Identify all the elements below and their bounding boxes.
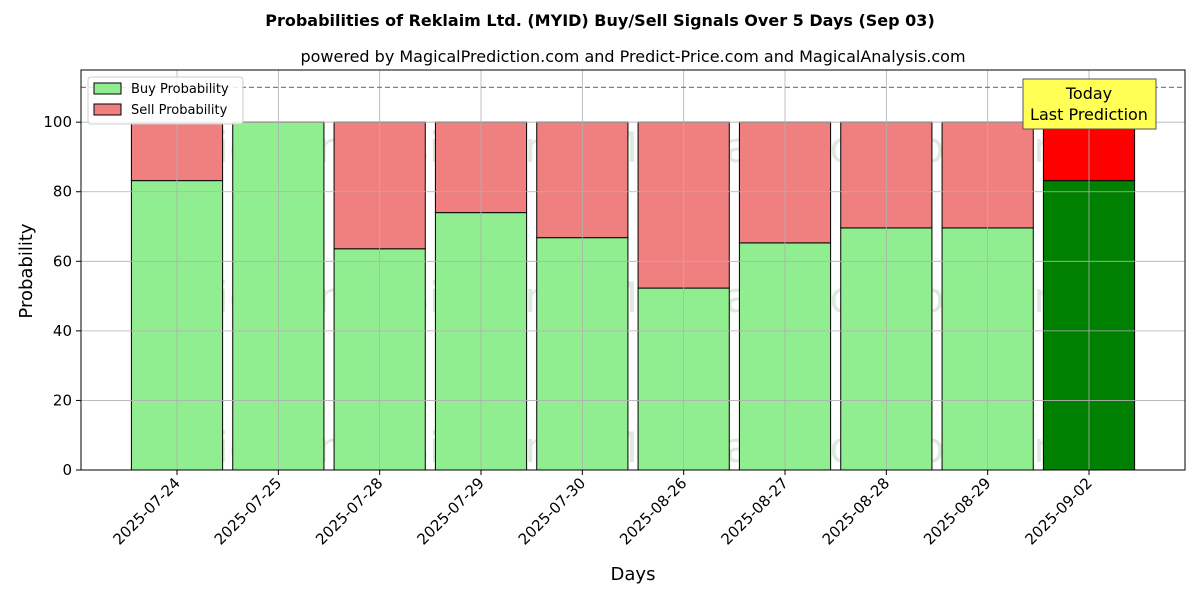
annotation: Today Last Prediction bbox=[1022, 78, 1157, 130]
x-tick-label: 2025-07-24 bbox=[109, 474, 183, 548]
x-tick-label: 2025-08-26 bbox=[616, 474, 690, 548]
legend-swatch-buy bbox=[93, 82, 122, 95]
legend: Buy Probability Sell Probability bbox=[87, 76, 244, 125]
y-tick-label: 100 bbox=[43, 113, 72, 131]
chart-subtitle: powered by MagicalPrediction.com and Pre… bbox=[300, 47, 965, 66]
x-tick-label: 2025-08-27 bbox=[717, 474, 791, 548]
annotation-line-2: Last Prediction bbox=[1030, 105, 1148, 124]
chart-title: Probabilities of Reklaim Ltd. (MYID) Buy… bbox=[265, 11, 935, 30]
x-axis-label: Days bbox=[611, 564, 656, 585]
y-tick-label: 40 bbox=[53, 322, 72, 340]
legend-label-sell: Sell Probability bbox=[131, 103, 228, 118]
x-tick-label: 2025-07-30 bbox=[515, 474, 589, 548]
plot-area: MagicalAnalysis.comMagicalPrediction.com… bbox=[43, 69, 1186, 548]
annotation-box bbox=[1022, 78, 1157, 130]
x-tick-label: 2025-08-29 bbox=[920, 474, 994, 548]
x-tick-label: 2025-09-02 bbox=[1021, 474, 1095, 548]
y-tick-label: 80 bbox=[53, 183, 72, 201]
x-tick-label: 2025-07-29 bbox=[413, 474, 487, 548]
legend-label-buy: Buy Probability bbox=[131, 82, 229, 97]
y-tick-label: 0 bbox=[62, 461, 72, 479]
axes-frame bbox=[80, 69, 1186, 471]
y-tick-label: 20 bbox=[53, 391, 72, 409]
y-tick-label: 60 bbox=[53, 252, 72, 270]
x-tick-label: 2025-08-28 bbox=[819, 474, 893, 548]
legend-swatch-sell bbox=[93, 103, 122, 116]
y-axis-label: Probability bbox=[16, 223, 37, 318]
annotation-line-1: Today bbox=[1065, 84, 1112, 103]
x-tick-label: 2025-07-28 bbox=[312, 474, 386, 548]
x-tick-label: 2025-07-25 bbox=[211, 474, 285, 548]
legend-box bbox=[87, 76, 244, 125]
